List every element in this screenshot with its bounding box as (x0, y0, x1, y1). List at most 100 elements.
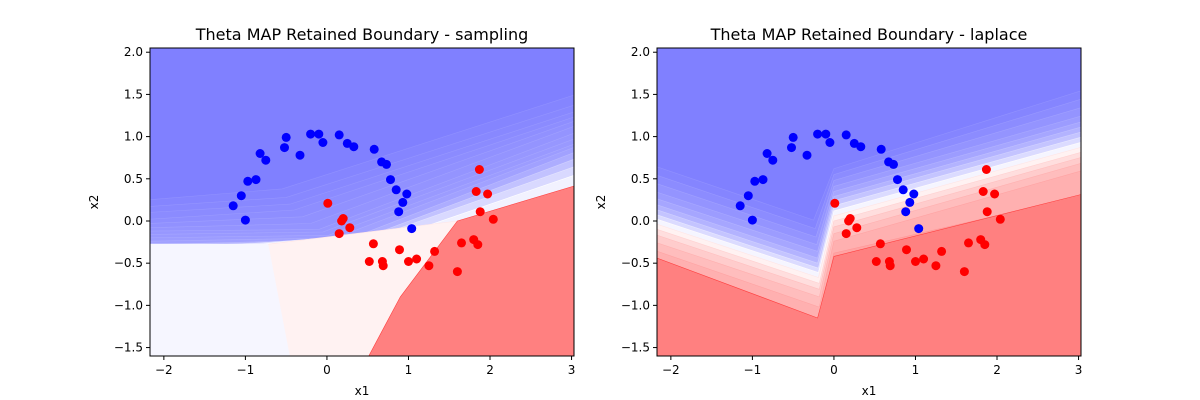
y-tick-label: 2.0 (124, 45, 143, 59)
x-tick-label: −2 (155, 363, 173, 377)
y-tick-label: 0.0 (124, 214, 143, 228)
y-axis-label: x2 (87, 195, 101, 210)
data-point (825, 138, 835, 147)
data-point (747, 215, 757, 225)
x-tick-label: −1 (744, 363, 762, 377)
data-point (240, 215, 250, 225)
y-ticks: −1.5 −1.0 −0.5 0.0 0.5 1.0 1.5 2.0 (621, 45, 657, 355)
x-tick-label: 1 (405, 363, 413, 377)
contour-band (150, 243, 290, 356)
data-point (821, 129, 831, 139)
data-point (394, 207, 404, 217)
y-axis-label: x2 (594, 195, 608, 210)
y-tick-label: 1.0 (124, 130, 143, 144)
y-tick-label: 1.5 (631, 87, 650, 101)
data-point (280, 143, 289, 153)
chart-sampling: Theta MAP Retained Boundary - sampling −… (87, 25, 575, 398)
data-point (295, 150, 305, 160)
scatter-points (735, 129, 1005, 277)
data-point (228, 201, 238, 211)
y-tick-label: 0.5 (631, 172, 650, 186)
data-point (318, 138, 328, 147)
y-tick-label: 1.5 (124, 87, 143, 101)
data-point (889, 159, 898, 169)
data-point (334, 229, 344, 239)
axes-frame (149, 47, 575, 357)
x-tick-label: 3 (1075, 363, 1083, 377)
x-tick-label: 3 (568, 363, 576, 377)
data-point (369, 144, 379, 154)
data-point (368, 239, 378, 249)
data-point (856, 142, 866, 152)
chart-laplace: Theta MAP Retained Boundary - laplace −2… (594, 25, 1082, 398)
data-point (314, 129, 324, 139)
x-tick-label: 0 (323, 363, 331, 377)
y-tick-label: 0.5 (124, 172, 143, 186)
y-tick-label: −1.0 (621, 298, 650, 312)
data-point (404, 257, 413, 266)
x-tick-label: 0 (830, 363, 838, 377)
data-point (473, 240, 483, 250)
data-point (981, 165, 991, 174)
data-point (845, 214, 855, 223)
data-point (402, 189, 412, 199)
contour-band (657, 194, 1081, 356)
y-tick-label: 2.0 (631, 45, 650, 59)
data-point (382, 159, 391, 169)
data-point (768, 155, 778, 165)
plot-area (657, 48, 1081, 356)
y-tick-label: −1.5 (621, 341, 650, 355)
data-point (735, 201, 745, 211)
data-point (334, 130, 344, 140)
y-tick-label: −0.5 (621, 256, 650, 270)
data-point (386, 175, 395, 185)
data-point (919, 254, 929, 264)
y-tick-label: −0.5 (114, 256, 143, 270)
data-point (364, 257, 374, 266)
x-ticks: −2 −1 0 1 2 3 (662, 356, 1082, 377)
data-point (905, 197, 915, 207)
contour-background (150, 48, 574, 356)
data-point (243, 176, 253, 186)
data-point (841, 130, 851, 140)
data-point (980, 240, 990, 250)
data-point (914, 224, 924, 234)
data-point (488, 214, 498, 224)
chart-title: Theta MAP Retained Boundary - sampling (195, 25, 528, 44)
y-tick-label: 1.0 (631, 130, 650, 144)
x-axis-label: x1 (862, 384, 877, 398)
plot-area (150, 48, 574, 356)
data-point (911, 257, 920, 266)
data-point (852, 223, 862, 233)
data-point (452, 267, 462, 277)
data-point (430, 246, 440, 256)
axes-frame (656, 47, 1082, 357)
y-tick-label: −1.5 (114, 341, 143, 355)
data-point (281, 132, 291, 142)
x-tick-label: 1 (912, 363, 920, 377)
y-tick-label: 0.0 (631, 214, 650, 228)
contour-band (368, 185, 574, 356)
data-point (937, 246, 947, 256)
data-point (395, 245, 404, 255)
data-point (902, 245, 911, 255)
data-point (898, 185, 908, 195)
data-point (909, 189, 919, 199)
data-point (830, 198, 840, 208)
data-point (813, 129, 823, 139)
data-point (338, 214, 348, 223)
x-ticks: −2 −1 0 1 2 3 (155, 356, 575, 377)
data-point (743, 191, 753, 201)
data-point (982, 207, 992, 217)
data-point (893, 175, 902, 185)
chart-title: Theta MAP Retained Boundary - laplace (710, 25, 1028, 44)
data-point (885, 261, 895, 271)
data-point (424, 261, 434, 271)
x-tick-label: −2 (662, 363, 680, 377)
data-point (758, 175, 768, 185)
contour-background (657, 48, 1081, 356)
data-point (391, 185, 401, 195)
data-point (398, 197, 408, 207)
data-point (876, 144, 886, 154)
